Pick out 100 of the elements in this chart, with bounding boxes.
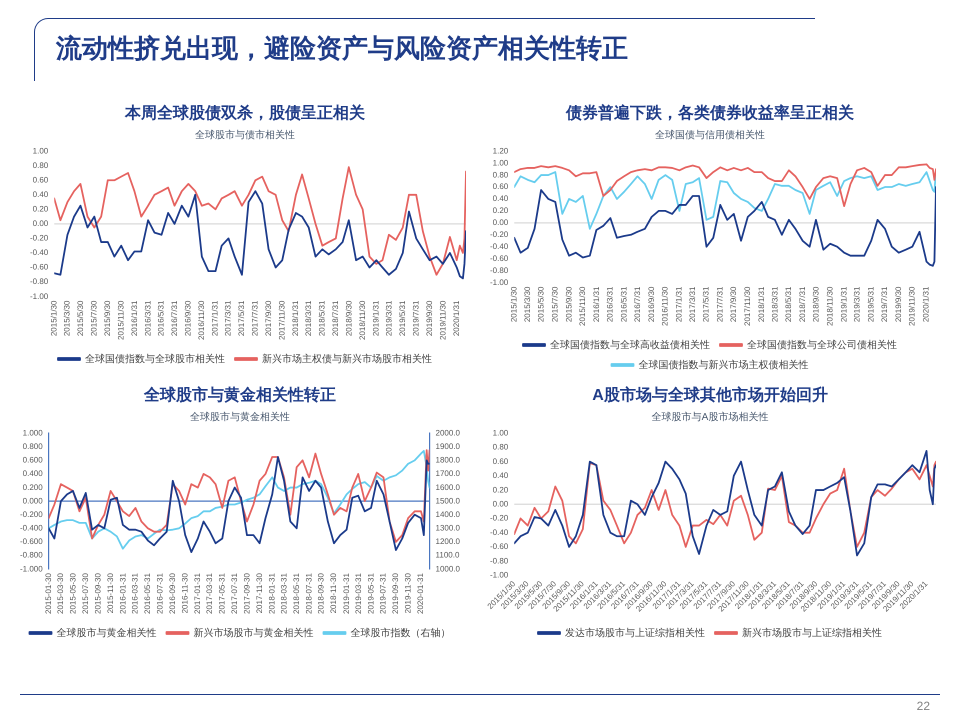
x-tick-label: 2017-09-30 — [242, 572, 252, 614]
legend-label: 全球国债指数与全球高收益债相关性 — [550, 338, 710, 351]
y-tick-label: -0.20 — [490, 514, 509, 523]
y2-tick-label: 2000.0 — [436, 428, 461, 438]
y-tick-label: -0.60 — [30, 262, 49, 272]
x-tick-label: 2015/7/30 — [89, 300, 98, 336]
y-tick-label: 0.40 — [32, 190, 49, 200]
x-tick-label: 2017/7/31 — [250, 300, 260, 336]
x-tick-label: 2015-01-30 — [44, 572, 53, 614]
x-tick-label: 2016-01-31 — [118, 572, 128, 614]
y-tick-label: 0.200 — [22, 482, 44, 492]
text: 流动性挤兑出现，避险资产与风险资产相关性转正 — [56, 32, 628, 64]
y-tick-label: -0.20 — [30, 234, 49, 243]
x-tick-label: 2018/1/31 — [291, 300, 300, 336]
x-tick-label: 2017/3/31 — [688, 286, 697, 322]
x-tick-label: 2019/9/30 — [424, 300, 434, 336]
y2-tick-label: 1200.0 — [436, 537, 461, 546]
x-tick-label: 2017/5/31 — [237, 300, 246, 336]
x-tick-label: 2019/11/30 — [908, 286, 917, 326]
y-tick-label: 0.20 — [492, 206, 509, 216]
x-tick-label: 2019-05-31 — [366, 572, 376, 614]
x-tick-label: 2019/7/31 — [880, 286, 890, 322]
chart-title: 本周全球股债双杀，股债呈正相关 — [124, 104, 365, 122]
x-tick-label: 2016-11-30 — [180, 572, 190, 614]
x-tick-label: 2017-11-30 — [254, 572, 264, 614]
y2-tick-label: 1100.0 — [436, 550, 460, 560]
x-tick-label: 2019-09-30 — [391, 572, 400, 614]
y-tick-label: 1.000 — [22, 428, 44, 438]
x-tick-label: 2018/1/31 — [756, 286, 766, 322]
x-tick-label: 2017/1/31 — [210, 300, 220, 336]
x-tick-label: 2017/1/31 — [674, 286, 684, 322]
x-tick-label: 2015-05-30 — [68, 572, 78, 614]
x-tick-label: 2017/11/30 — [743, 286, 752, 326]
x-tick-label: 2019/1/31 — [839, 286, 848, 322]
x-tick-label: 2018/7/31 — [331, 300, 340, 336]
x-tick-label: 2017-05-31 — [218, 572, 226, 614]
x-tick-label: 2017/7/31 — [715, 286, 724, 322]
y2-tick-label: 1300.0 — [436, 524, 461, 533]
x-tick-label: 2016/5/31 — [156, 300, 166, 336]
y-tick-label: 0.40 — [492, 471, 509, 480]
x-tick-label: 2019-07-31 — [378, 572, 388, 614]
y-tick-label: -1.00 — [30, 292, 49, 301]
x-tick-label: 2016/9/30 — [646, 286, 656, 322]
legend-label: 新兴市场股市与黄金相关性 — [194, 626, 314, 639]
x-tick-label: 2015/11/30 — [116, 300, 126, 340]
x-tick-label: 2018/3/31 — [770, 286, 780, 322]
y-tick-label: -0.40 — [490, 242, 509, 251]
y-tick-label: 0.600 — [22, 456, 44, 465]
y2-tick-label: 1000.0 — [436, 564, 461, 574]
y-tick-label: -0.20 — [490, 230, 509, 239]
x-tick-label: 2017/3/31 — [224, 300, 233, 336]
y2-tick-label: 1900.0 — [436, 442, 461, 451]
y-tick-label: 0.000 — [22, 496, 44, 506]
y-tick-label: -0.40 — [490, 528, 509, 537]
y-tick-label: 0.00 — [32, 219, 49, 228]
y-tick-label: -0.400 — [20, 524, 44, 533]
legend-label: 全球股市指数（右轴） — [350, 626, 450, 639]
y-tick-label: 1.20 — [492, 146, 509, 156]
x-tick-label: 2018/5/31 — [784, 286, 794, 322]
x-tick-label: 2015/3/30 — [62, 300, 72, 336]
x-tick-label: 2016/3/31 — [143, 300, 152, 336]
y-tick-label: 1.00 — [492, 428, 509, 438]
legend-label: 新兴市场股市与上证综指相关性 — [742, 626, 882, 639]
chart-title: 全球股市与黄金相关性转正 — [143, 386, 336, 404]
y-tick-label: -1.00 — [490, 278, 509, 287]
y-tick-label: -0.40 — [30, 248, 49, 258]
y-tick-label: 0.60 — [492, 182, 509, 192]
x-tick-label: 2018-09-30 — [316, 572, 326, 614]
x-tick-label: 2016/1/31 — [592, 286, 602, 322]
x-tick-label: 2019/1/31 — [372, 300, 381, 336]
legend-label: 发达市场股市与上证综指相关性 — [565, 626, 705, 639]
x-tick-label: 2015/11/30 — [578, 286, 588, 326]
y-tick-label: 0.20 — [492, 485, 509, 494]
chart-subtitle: 全球国债与信用债相关性 — [655, 128, 765, 141]
x-tick-label: 2017/9/30 — [729, 286, 738, 322]
y2-tick-label: 1600.0 — [436, 482, 461, 492]
x-tick-label: 2016/5/31 — [619, 286, 628, 322]
x-tick-label: 2015/1/30 — [509, 286, 518, 322]
y-tick-label: 1.00 — [492, 158, 509, 168]
x-tick-label: 2015/1/30 — [49, 300, 58, 336]
y-tick-label: 0.00 — [492, 499, 509, 508]
x-tick-label: 2019/3/31 — [384, 300, 394, 336]
x-tick-label: 2015-03-30 — [56, 572, 65, 614]
legend-label: 全球国债指数与新兴市场主权债相关性 — [638, 358, 808, 371]
x-tick-label: 2016-09-30 — [168, 572, 177, 614]
y2-tick-label: 1800.0 — [436, 456, 461, 465]
chart-title: 债券普遍下跌，各类债券收益率呈正相关 — [565, 103, 854, 122]
x-tick-label: 2016-03-31 — [130, 572, 140, 614]
x-tick-label: 2019/5/31 — [866, 286, 876, 322]
x-tick-label: 2019-01-31 — [342, 572, 351, 614]
x-tick-label: 2019-11-30 — [404, 572, 413, 614]
chart-subtitle: 全球股市与A股市场相关性 — [652, 410, 768, 423]
chart-subtitle: 全球股市与债市相关性 — [195, 128, 295, 141]
x-tick-label: 2015-11-30 — [106, 572, 115, 614]
y-tick-label: -1.000 — [20, 564, 44, 574]
legend-label: 全球股市与黄金相关性 — [56, 626, 156, 639]
x-tick-label: 2017/9/30 — [264, 300, 274, 336]
x-tick-label: 2015/5/30 — [76, 300, 85, 336]
x-tick-label: 2015/9/30 — [102, 300, 112, 336]
x-tick-label: 2019/3/31 — [852, 286, 862, 322]
